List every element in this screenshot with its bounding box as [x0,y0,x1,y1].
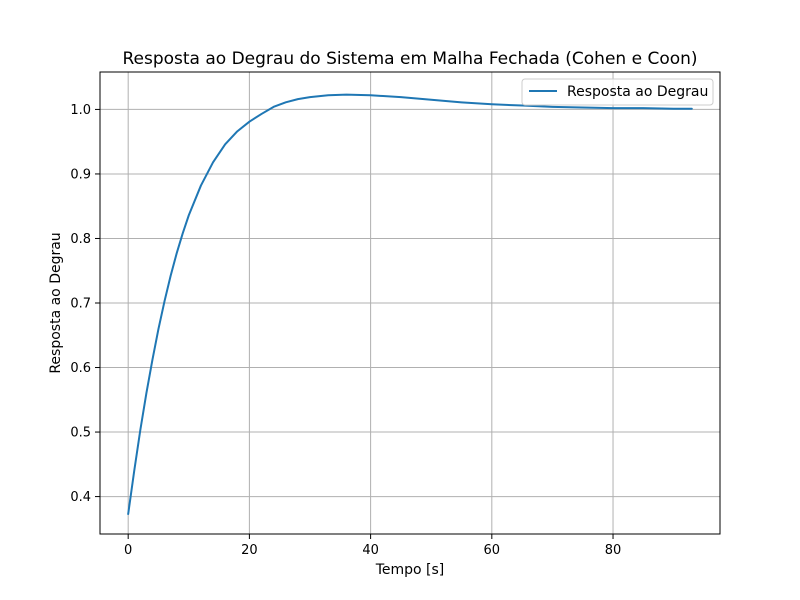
y-tick-label: 0.6 [70,361,91,376]
x-tick-label: 20 [241,543,258,558]
y-tick-label: 0.9 [70,167,91,182]
legend-label: Resposta ao Degrau [567,84,708,100]
y-tick-label: 0.5 [70,426,91,441]
axis-ticks [95,108,614,539]
x-tick-label: 80 [605,543,622,558]
y-tick-label: 0.8 [70,232,91,247]
y-axis-label: Resposta ao Degrau [48,232,64,373]
series-line-resposta-ao-degrau [127,93,693,515]
grid-lines [100,72,720,534]
y-tick-label: 1.0 [70,103,91,118]
x-tick-label: 60 [484,543,501,558]
x-axis-label: Tempo [s] [375,562,445,578]
series-layer [127,93,693,515]
y-tick-label: 0.7 [70,297,91,312]
tick-labels: 0 20 40 60 80 0.4 0.5 0.6 0.7 0.8 0.9 1.0 [70,103,621,558]
y-tick-label: 0.4 [70,490,91,505]
x-tick-label: 40 [362,543,379,558]
legend-box [521,78,714,106]
chart-title: Resposta ao Degrau do Sistema em Malha F… [122,49,697,69]
legend: Resposta ao Degrau [521,78,714,106]
x-tick-label: 0 [124,543,132,558]
